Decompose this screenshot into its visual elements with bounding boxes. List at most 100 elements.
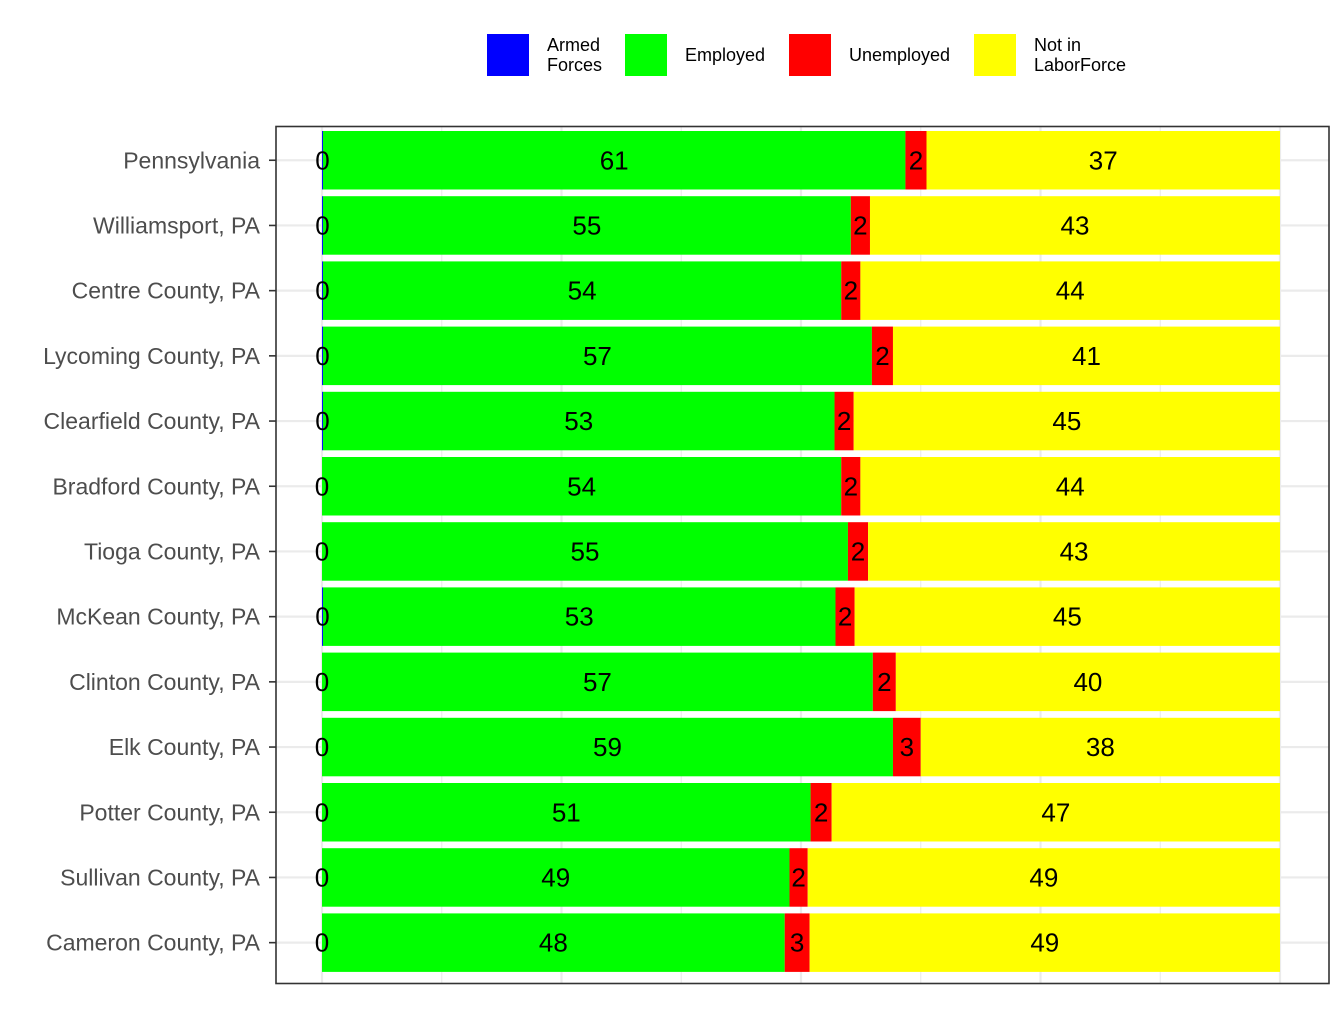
data-label-unemployed-williamsport-pa: 2 [853, 210, 867, 240]
bar-armed-forces-clearfield-county-pa [322, 391, 323, 451]
data-label-employed-bradford-county-pa: 54 [567, 471, 596, 501]
data-label-unemployed-clearfield-county-pa: 2 [837, 406, 851, 436]
data-label-employed-williamsport-pa: 55 [572, 210, 601, 240]
bar-not-in-laborforce-tioga-county-pa [868, 522, 1280, 581]
category-label-williamsport-pa: Williamsport, PA [93, 212, 261, 238]
bar-not-in-laborforce-centre-county-pa [860, 261, 1280, 320]
category-label-elk-county-pa: Elk County, PA [109, 734, 261, 760]
data-label-not-in-laborforce-williamsport-pa: 43 [1061, 210, 1090, 240]
bar-employed-elk-county-pa [322, 717, 893, 777]
bar-armed-forces-williamsport-pa [322, 196, 323, 255]
bar-not-in-laborforce-williamsport-pa [869, 196, 1280, 255]
bar-not-in-laborforce-potter-county-pa [831, 783, 1280, 842]
legend-key-armed-forces [487, 34, 529, 76]
plot-panel-border [275, 125, 1330, 985]
bar-employed-centre-county-pa [322, 261, 842, 320]
data-label-not-in-laborforce-clearfield-county-pa: 45 [1052, 406, 1081, 436]
category-label-cameron-county-pa: Cameron County, PA [46, 930, 261, 956]
data-label-armed-forces-pennsylvania: 0 [315, 145, 329, 175]
data-label-armed-forces-williamsport-pa: 0 [315, 210, 329, 240]
data-label-not-in-laborforce-cameron-county-pa: 49 [1030, 928, 1059, 958]
data-label-not-in-laborforce-bradford-county-pa: 44 [1056, 471, 1085, 501]
category-label-tioga-county-pa: Tioga County, PA [84, 538, 261, 564]
bar-unemployed-mckean-county-pa [835, 587, 855, 646]
y-axis: Pennsylvania Williamsport, PA Centre Count… [43, 147, 276, 956]
data-label-not-in-laborforce-tioga-county-pa: 43 [1060, 536, 1089, 566]
data-label-employed-centre-county-pa: 54 [568, 276, 597, 306]
data-label-armed-forces-cameron-county-pa: 0 [315, 928, 329, 958]
data-label-employed-lycoming-county-pa: 57 [583, 341, 612, 371]
data-label-employed-potter-county-pa: 51 [552, 797, 581, 827]
data-label-not-in-laborforce-clinton-county-pa: 40 [1073, 667, 1102, 697]
data-label-unemployed-pennsylvania: 2 [909, 145, 923, 175]
legend: Armed Forces Employed Unemployed Not in Labor… [487, 34, 1126, 76]
data-label-employed-pennsylvania: 61 [600, 145, 629, 175]
data-label-not-in-laborforce-centre-county-pa: 44 [1056, 276, 1085, 306]
category-label-pennsylvania: Pennsylvania [123, 147, 260, 173]
category-label-potter-county-pa: Potter County, PA [79, 799, 260, 825]
legend-key-employed [625, 34, 667, 76]
bar-unemployed-clearfield-county-pa [834, 391, 854, 451]
data-label-unemployed-sullivan-county-pa: 2 [791, 862, 805, 892]
category-label-lycoming-county-pa: Lycoming County, PA [43, 343, 261, 369]
data-label-not-in-laborforce-lycoming-county-pa: 41 [1072, 341, 1101, 371]
data-label-unemployed-clinton-county-pa: 2 [877, 667, 891, 697]
bar-unemployed-tioga-county-pa [847, 522, 869, 581]
data-label-armed-forces-bradford-county-pa: 0 [315, 471, 329, 501]
bar-employed-mckean-county-pa [322, 587, 836, 646]
category-label-mckean-county-pa: McKean County, PA [56, 604, 260, 630]
data-label-not-in-laborforce-mckean-county-pa: 45 [1053, 602, 1082, 632]
category-label-bradford-county-pa: Bradford County, PA [52, 473, 260, 499]
bar-employed-potter-county-pa [322, 783, 811, 842]
data-label-armed-forces-clearfield-county-pa: 0 [315, 406, 329, 436]
data-label-not-in-laborforce-pennsylvania: 37 [1089, 145, 1118, 175]
category-label-clearfield-county-pa: Clearfield County, PA [44, 408, 261, 434]
data-label-armed-forces-centre-county-pa: 0 [315, 276, 329, 306]
legend-key-not-in-laborforce [974, 34, 1016, 76]
bar-employed-cameron-county-pa [322, 913, 785, 972]
legend-label-unemployed: Unemployed [849, 45, 950, 65]
data-label-employed-clinton-county-pa: 57 [583, 667, 612, 697]
data-label-employed-tioga-county-pa: 55 [571, 536, 600, 566]
data-label-armed-forces-clinton-county-pa: 0 [315, 667, 329, 697]
bar-employed-clinton-county-pa [322, 652, 873, 712]
bar-not-in-laborforce-clearfield-county-pa [853, 391, 1280, 451]
data-label-employed-mckean-county-pa: 53 [565, 602, 594, 632]
legend-label-employed: Employed [685, 45, 765, 65]
data-label-unemployed-lycoming-county-pa: 2 [875, 341, 889, 371]
data-label-armed-forces-lycoming-county-pa: 0 [315, 341, 329, 371]
bar-employed-clearfield-county-pa [322, 391, 835, 451]
data-label-employed-cameron-county-pa: 48 [539, 928, 568, 958]
legend-label-armed-forces: Armed Forces [547, 35, 602, 75]
data-label-armed-forces-tioga-county-pa: 0 [315, 536, 329, 566]
data-label-unemployed-elk-county-pa: 3 [900, 732, 914, 762]
data-label-armed-forces-mckean-county-pa: 0 [315, 602, 329, 632]
data-label-unemployed-cameron-county-pa: 3 [790, 928, 804, 958]
bar-not-in-laborforce-sullivan-county-pa [807, 848, 1280, 907]
category-label-clinton-county-pa: Clinton County, PA [69, 669, 261, 695]
bar-employed-sullivan-county-pa [322, 848, 790, 907]
data-label-employed-clearfield-county-pa: 53 [564, 406, 593, 436]
legend-key-unemployed [789, 34, 831, 76]
data-label-unemployed-potter-county-pa: 2 [814, 797, 828, 827]
data-label-unemployed-centre-county-pa: 2 [844, 276, 858, 306]
bar-unemployed-lycoming-county-pa [871, 326, 893, 386]
bar-armed-forces-mckean-county-pa [322, 587, 323, 646]
category-label-centre-county-pa: Centre County, PA [72, 278, 261, 304]
bar-labels: 0 61 2 37 0 55 2 43 0 54 2 44 0 57 2 41 0 53 2 45 0 54 2 44 0 55 2… [315, 145, 1118, 957]
bar-armed-forces-lycoming-county-pa [322, 326, 323, 386]
data-label-armed-forces-elk-county-pa: 0 [315, 732, 329, 762]
bar-unemployed-potter-county-pa [810, 783, 832, 842]
data-label-unemployed-mckean-county-pa: 2 [838, 602, 852, 632]
bar-employed-lycoming-county-pa [322, 326, 872, 386]
bar-not-in-laborforce-mckean-county-pa [854, 587, 1280, 646]
bar-unemployed-williamsport-pa [850, 196, 870, 255]
data-label-unemployed-bradford-county-pa: 2 [844, 471, 858, 501]
bar-armed-forces-pennsylvania [322, 131, 323, 190]
bar-not-in-laborforce-clinton-county-pa [895, 652, 1280, 712]
legend-label-not-in-laborforce: Not in LaborForce [1034, 35, 1126, 75]
bar-armed-forces-centre-county-pa [322, 261, 323, 320]
bar-unemployed-clinton-county-pa [872, 652, 896, 712]
